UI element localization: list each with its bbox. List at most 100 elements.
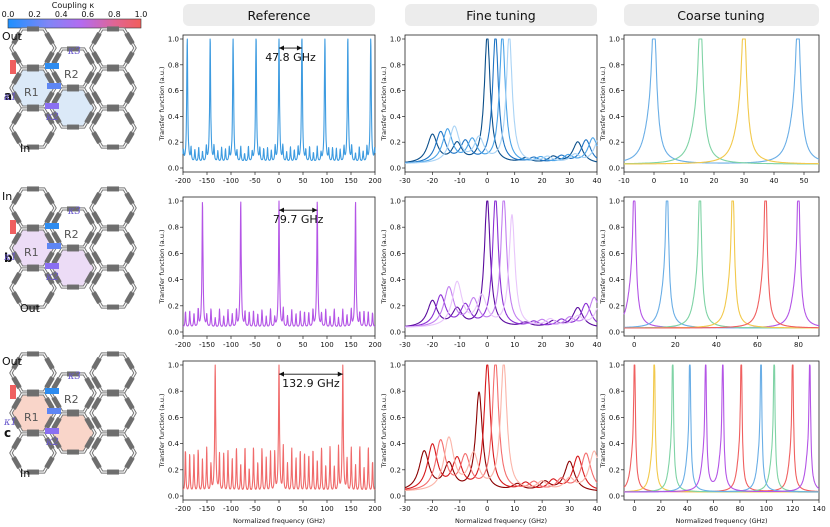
x-tick-label: 20: [710, 177, 719, 185]
y-axis-label: Transfer function (a.u.): [158, 393, 166, 468]
header-box: [624, 4, 819, 26]
phase-shifter: [44, 416, 55, 429]
phase-shifter: [51, 71, 62, 84]
series-line-reference: [182, 364, 376, 491]
phase-shifter: [124, 251, 135, 264]
phase-shifter: [107, 469, 119, 475]
x-tick-label: 80: [794, 341, 803, 349]
coupler: [45, 63, 59, 69]
phase-shifter: [11, 32, 22, 45]
phase-shifter: [84, 52, 95, 65]
x-tick-label: -30: [399, 341, 410, 349]
phase-shifter: [67, 284, 79, 290]
y-tick-label: 0.0: [168, 329, 179, 337]
x-tick-label: -200: [175, 341, 191, 349]
phase-shifter: [84, 212, 95, 225]
phase-shifter: [91, 211, 102, 224]
row-label-a: a: [4, 89, 12, 103]
phase-shifter: [51, 252, 62, 265]
y-tick-label: 1.0: [168, 362, 179, 370]
x-tick-label: 20: [671, 341, 680, 349]
phase-shifter: [91, 376, 102, 389]
phase-shifter: [91, 437, 102, 450]
kappa-label-3: κ3: [67, 46, 81, 57]
phase-shifter: [107, 26, 119, 32]
phase-shifter: [91, 272, 102, 285]
x-tick-label: 100: [320, 341, 333, 349]
arrow-head-left: [279, 45, 284, 51]
y-axis-label: Transfer function (a.u.): [599, 66, 607, 141]
ring-label-r1: R1: [24, 86, 39, 99]
y-tick-label: 0.6: [390, 414, 402, 422]
x-tick-label: -50: [249, 341, 260, 349]
x-tick-label: 100: [760, 505, 773, 513]
coupler: [47, 83, 61, 89]
colorbar-tick: 0.6: [81, 10, 94, 19]
plot-frame: [404, 360, 598, 501]
x-tick-label: 10: [510, 341, 519, 349]
header-coarse-tuning: Coarse tuning: [677, 8, 764, 23]
series-line-t3: [404, 38, 598, 164]
port-label-top: Out: [2, 355, 23, 368]
y-tick-label: 0.6: [168, 250, 180, 258]
phase-shifter: [11, 251, 22, 264]
y-tick-label: 0.8: [609, 224, 620, 232]
x-tick-label: 40: [593, 341, 602, 349]
coupler: [45, 223, 59, 229]
y-tick-label: 0.6: [609, 414, 621, 422]
row-label-b: b: [4, 251, 13, 265]
phase-shifter: [124, 291, 135, 304]
x-tick-label: -20: [427, 505, 438, 513]
x-tick-label: 20: [538, 177, 547, 185]
phase-shifter: [27, 469, 39, 475]
phase-shifter: [51, 92, 62, 105]
phase-shifter: [11, 437, 22, 450]
phase-shifter: [124, 456, 135, 469]
x-tick-label: 0: [632, 505, 636, 513]
port-label-top: Out: [2, 30, 23, 43]
phase-shifter: [44, 397, 55, 410]
phase-shifter: [51, 417, 62, 430]
phase-shifter: [67, 371, 79, 377]
y-tick-label: 0.2: [390, 302, 401, 310]
annotation-label: 132.9 GHz: [282, 377, 340, 390]
phase-shifter: [44, 192, 55, 205]
series-line-t3: [404, 200, 598, 328]
y-tick-label: 0.0: [390, 165, 401, 173]
waveguide-core: [10, 28, 56, 68]
phase-shifter: [44, 91, 55, 104]
phase-shifter: [67, 246, 79, 252]
phase-shifter: [44, 211, 55, 224]
series-line-c5: [623, 200, 820, 329]
kappa-label-1: κ1: [3, 92, 17, 103]
ring-diagram-c: Out In R1 R2 κ1 κ2 κ3: [2, 351, 137, 480]
waveguide-core: [10, 68, 56, 108]
phase-shifter: [91, 232, 102, 245]
series-line-reference: [182, 38, 376, 162]
ring-label-r1: R1: [24, 411, 39, 424]
phase-shifter: [67, 411, 79, 417]
phase-shifter: [67, 206, 79, 212]
x-tick-label: 120: [786, 505, 799, 513]
waveguide-core: [10, 268, 56, 308]
phase-shifter: [91, 32, 102, 45]
phase-shifter: [107, 304, 119, 310]
y-tick-label: 0.2: [609, 139, 620, 147]
y-tick-label: 1.0: [390, 198, 401, 206]
phase-shifter: [107, 431, 119, 437]
phase-shifter: [11, 232, 22, 245]
y-tick-label: 0.0: [168, 165, 179, 173]
waveguide-core: [10, 433, 56, 473]
y-tick-label: 0.4: [609, 276, 621, 284]
waveguide-core: [90, 28, 136, 68]
phase-shifter: [11, 456, 22, 469]
y-tick-label: 0.6: [609, 250, 621, 258]
phase-shifter: [27, 66, 39, 72]
x-tick-label: 0: [277, 505, 281, 513]
y-tick-label: 0.6: [390, 250, 402, 258]
x-tick-label: -10: [454, 505, 465, 513]
phase-shifter: [11, 211, 22, 224]
y-tick-label: 0.4: [168, 113, 180, 121]
waveguide-core: [10, 108, 56, 148]
phase-shifter: [44, 72, 55, 85]
